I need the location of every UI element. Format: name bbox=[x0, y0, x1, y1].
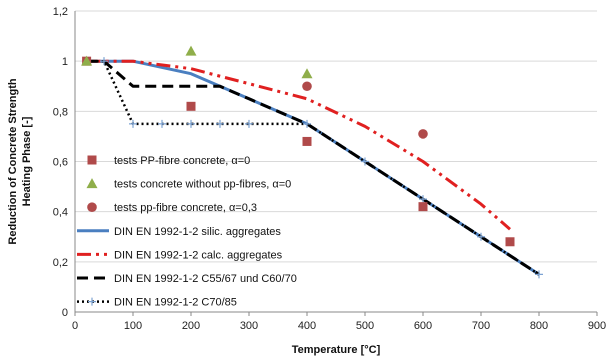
y-axis-title-line-2: Heating Phase [-] bbox=[21, 116, 33, 206]
data-point-6 bbox=[158, 119, 166, 128]
series-line-5 bbox=[86, 59, 540, 276]
legend: tests PP-fibre concrete, α=0 tests concre… bbox=[77, 155, 297, 309]
y-tick-label: 1,2 bbox=[53, 6, 68, 18]
legend-entry: tests PP-fibre concrete, α=0 bbox=[87, 155, 250, 167]
legend-label: tests pp-fibre concrete, α=0,3 bbox=[114, 202, 257, 214]
data-point-6 bbox=[535, 270, 543, 279]
y-tick-label: 1 bbox=[62, 56, 68, 68]
legend-label: DIN EN 1992-1-2 C70/85 bbox=[114, 297, 237, 309]
data-point-1 bbox=[301, 68, 313, 79]
legend-symbol-marker bbox=[88, 297, 96, 306]
data-point-0 bbox=[186, 101, 196, 111]
data-point-1 bbox=[185, 45, 197, 56]
data-point-6 bbox=[100, 57, 108, 66]
legend-entry: DIN EN 1992-1-2 C70/85 bbox=[77, 297, 237, 309]
legend-entry: DIN EN 1992-1-2 calc. aggregates bbox=[77, 249, 283, 261]
data-point-6 bbox=[187, 119, 195, 128]
legend-label: tests PP-fibre concrete, α=0 bbox=[114, 155, 250, 167]
data-point-0 bbox=[302, 136, 312, 146]
x-tick-label: 600 bbox=[414, 320, 432, 332]
y-tick-label: 0,4 bbox=[53, 207, 68, 219]
legend-symbol bbox=[87, 155, 97, 165]
data-point-6 bbox=[303, 119, 311, 128]
data-point-0 bbox=[418, 202, 428, 212]
y-tick-label: 0,8 bbox=[53, 106, 68, 118]
x-tick-label: 800 bbox=[530, 320, 548, 332]
data-point-1 bbox=[81, 55, 93, 66]
data-point-2 bbox=[302, 81, 312, 92]
series-layer bbox=[81, 45, 543, 279]
series-line-4 bbox=[86, 59, 511, 231]
legend-label: tests concrete without pp-fibres, α=0 bbox=[114, 179, 291, 191]
legend-symbol bbox=[87, 202, 97, 212]
y-axis-title-line-1: Reduction of Concrete Strength bbox=[7, 78, 19, 245]
x-axis-title: Temperature [°C] bbox=[292, 344, 381, 356]
x-tick-label: 500 bbox=[356, 320, 374, 332]
legend-entry: DIN EN 1992-1-2 C55/67 und C60/70 bbox=[77, 273, 297, 285]
axes: 0 0,2 0,4 0,6 0,8 1 1,2 0 100 200 300 400 500 600 700 8… bbox=[53, 6, 606, 332]
data-point-6 bbox=[245, 119, 253, 128]
data-point-6 bbox=[419, 195, 427, 204]
data-point-6 bbox=[216, 119, 224, 128]
data-point-2 bbox=[418, 129, 428, 139]
series-line-3 bbox=[86, 59, 540, 276]
data-point-6 bbox=[361, 157, 369, 166]
x-tick-label: 300 bbox=[240, 320, 258, 332]
legend-label: DIN EN 1992-1-2 calc. aggregates bbox=[114, 249, 283, 261]
data-point-6 bbox=[477, 232, 485, 241]
x-tick-label: 100 bbox=[124, 320, 142, 332]
legend-label: DIN EN 1992-1-2 C55/67 und C60/70 bbox=[114, 273, 297, 285]
gridlines bbox=[75, 10, 597, 263]
legend-label: DIN EN 1992-1-2 silic. aggregates bbox=[114, 226, 281, 238]
x-tick-label: 700 bbox=[472, 320, 490, 332]
x-tick-label: 400 bbox=[298, 320, 316, 332]
y-tick-label: 0,2 bbox=[53, 257, 68, 269]
legend-symbol bbox=[86, 178, 98, 189]
legend-entry: DIN EN 1992-1-2 silic. aggregates bbox=[77, 226, 281, 238]
y-tick-label: 0 bbox=[62, 307, 68, 319]
legend-entry: tests concrete without pp-fibres, α=0 bbox=[86, 178, 291, 191]
y-tick-label: 0,6 bbox=[53, 157, 68, 169]
series-line-6 bbox=[86, 59, 540, 276]
x-tick-label: 0 bbox=[72, 320, 78, 332]
data-point-0 bbox=[505, 237, 515, 247]
x-tick-label: 200 bbox=[182, 320, 200, 332]
legend-entry: tests pp-fibre concrete, α=0,3 bbox=[87, 202, 257, 214]
x-tick-label: 900 bbox=[588, 320, 606, 332]
y-axis-title: Reduction of Concrete Strength Heating P… bbox=[7, 78, 33, 245]
data-point-6 bbox=[129, 119, 137, 128]
